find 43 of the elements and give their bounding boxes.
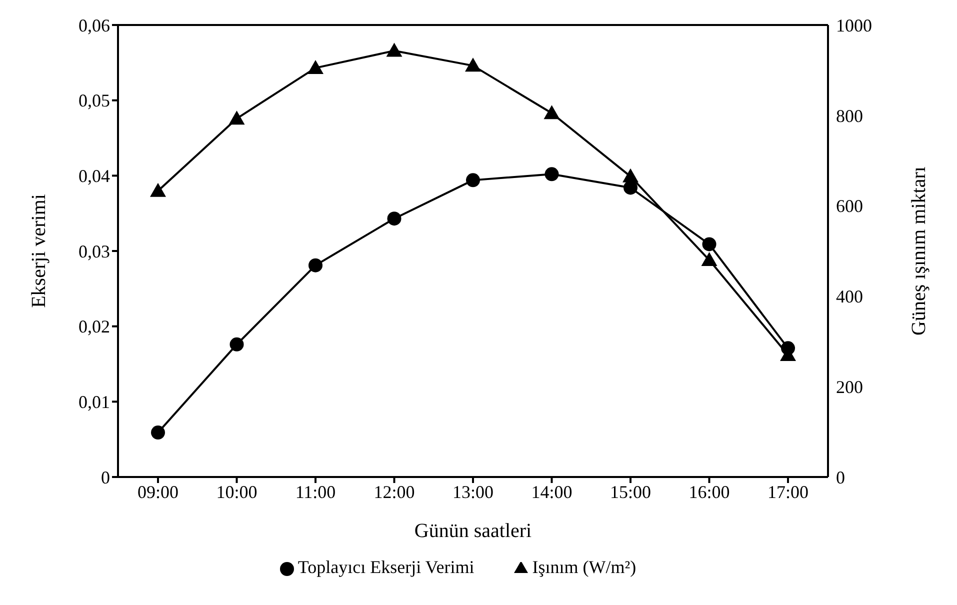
y-tick-label: 0,05 — [78, 90, 110, 111]
legend-label: Işınım (W/m²) — [532, 557, 636, 577]
y-axis-title: Ekserji verimi — [28, 194, 50, 308]
x-tick-label: 15:00 — [610, 482, 652, 502]
x-tick-label: 09:00 — [137, 482, 179, 502]
y2-tick-label: 200 — [836, 376, 863, 397]
point — [544, 167, 559, 182]
point — [702, 237, 716, 252]
point — [466, 173, 480, 188]
x-tick-label: 12:00 — [374, 482, 415, 502]
y-tick-label: 0,01 — [78, 392, 110, 412]
x-tick-label: 10:00 — [216, 482, 258, 502]
y2-tick-label: 1000 — [836, 15, 872, 36]
x-tick-label: 16:00 — [688, 482, 730, 502]
x-tick-label: 13:00 — [452, 482, 494, 502]
y-tick-label: 0,04 — [78, 166, 110, 186]
x-tick-label: 17:00 — [767, 482, 809, 502]
y-tick-label: 0,02 — [78, 316, 110, 337]
point — [230, 337, 244, 352]
y2-tick-label: 400 — [836, 286, 863, 307]
x-axis-title: Günün saatleri — [414, 520, 532, 542]
point — [387, 212, 402, 226]
point — [624, 180, 638, 195]
y2-tick-label: 0 — [836, 467, 845, 488]
point — [701, 252, 718, 266]
y-tick-label: 0,03 — [78, 241, 110, 262]
point — [150, 182, 166, 197]
point — [308, 258, 322, 272]
point — [544, 105, 560, 120]
y2-tick-label: 600 — [836, 196, 863, 216]
point — [228, 110, 245, 125]
x-tick-label: 14:00 — [531, 482, 572, 502]
y-tick-label: 0,06 — [78, 15, 110, 36]
point — [308, 60, 324, 74]
x-tick-label: 11:00 — [295, 482, 336, 502]
legend-label: Toplayıcı Ekserji Verimi — [298, 557, 474, 577]
y-tick-label: 0 — [101, 467, 110, 488]
point — [622, 168, 638, 182]
y2-axis-title: Güneş ışınım miktarı — [908, 166, 930, 336]
point — [386, 42, 402, 57]
point — [465, 58, 481, 72]
point — [151, 426, 165, 440]
y2-tick-label: 800 — [836, 106, 863, 126]
